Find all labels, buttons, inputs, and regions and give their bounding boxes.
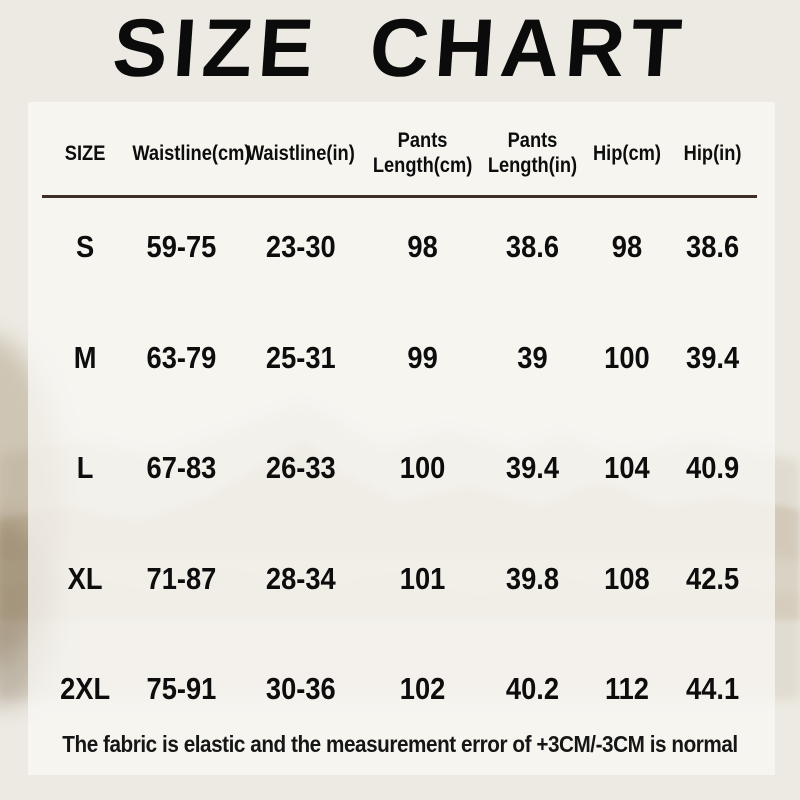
value-cell: 38.6: [685, 229, 739, 265]
value-cell: 40.9: [685, 450, 739, 486]
column-header-waist-in: Waistline(in): [246, 141, 355, 165]
header-divider-line: [42, 195, 757, 198]
value-cell: 39.4: [505, 450, 559, 486]
value-cell: 98: [611, 229, 642, 265]
table-row-m: M 63-79 25-31 99 39 100 39.4: [45, 303, 755, 414]
column-header-hip-in: Hip(in): [683, 141, 742, 165]
value-cell: 100: [399, 450, 446, 486]
table-body: S 59-75 23-30 98 38.6 98 38.6 M 63-79 25…: [45, 192, 755, 745]
value-cell: 26-33: [266, 450, 336, 486]
value-cell: 101: [399, 560, 446, 596]
value-cell: 39.8: [505, 560, 559, 596]
size-cell: L: [76, 450, 94, 486]
column-header-size: SIZE: [64, 141, 106, 165]
value-cell: 100: [604, 339, 650, 375]
size-cell: XL: [67, 560, 103, 596]
table-header-row: SIZE Waistline(cm) Waistline(in) Pants L…: [45, 116, 755, 192]
value-cell: 25-31: [266, 339, 336, 375]
value-cell: 44.1: [685, 671, 739, 707]
size-cell: 2XL: [60, 671, 111, 707]
table-panel: SIZE Waistline(cm) Waistline(in) Pants L…: [28, 102, 775, 775]
value-cell: 102: [399, 671, 446, 707]
value-cell: 104: [604, 450, 650, 486]
value-cell: 63-79: [146, 339, 217, 375]
value-cell: 99: [407, 339, 438, 375]
value-cell: 40.2: [505, 671, 559, 707]
column-header-pants-in: Pants Length(in): [487, 129, 578, 177]
size-cell: S: [76, 229, 95, 265]
value-cell: 71-87: [146, 560, 217, 596]
table-row-xl: XL 71-87 28-34 101 39.8 108 42.5: [45, 524, 755, 635]
value-cell: 59-75: [146, 229, 217, 265]
column-header-hip-cm: Hip(cm): [592, 141, 661, 165]
value-cell: 42.5: [685, 560, 739, 596]
chart-title: SIZE CHART: [109, 3, 691, 94]
value-cell: 38.6: [505, 229, 559, 265]
value-cell: 23-30: [266, 229, 336, 265]
table-row-s: S 59-75 23-30 98 38.6 98 38.6: [45, 192, 755, 303]
table-row-l: L 67-83 26-33 100 39.4 104 40.9: [45, 413, 755, 524]
value-cell: 28-34: [266, 560, 336, 596]
value-cell: 30-36: [266, 671, 336, 707]
column-header-pants-cm: Pants Length(cm): [372, 129, 473, 177]
table-row-2xl: 2XL 75-91 30-36 102 40.2 112 44.1: [45, 634, 755, 745]
size-cell: M: [73, 339, 97, 375]
elasticity-note: The fabric is elastic and the measuremen…: [62, 731, 738, 757]
value-cell: 67-83: [146, 450, 217, 486]
value-cell: 98: [407, 229, 438, 265]
value-cell: 108: [604, 560, 650, 596]
value-cell: 39: [517, 339, 548, 375]
value-cell: 39.4: [685, 339, 739, 375]
value-cell: 112: [604, 671, 649, 707]
column-header-waist-cm: Waistline(cm): [132, 141, 251, 165]
value-cell: 75-91: [146, 671, 217, 707]
